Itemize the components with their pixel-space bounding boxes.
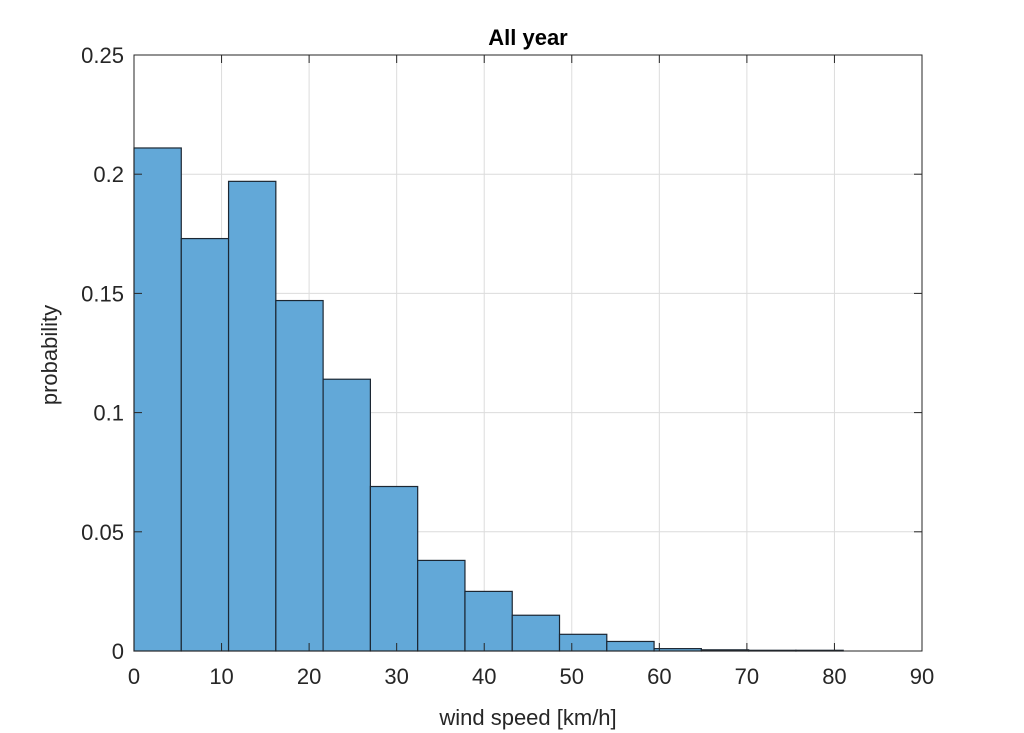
plot-frame <box>133 54 923 652</box>
chart-title: All year <box>488 25 568 50</box>
histogram-bar <box>417 559 466 652</box>
axes <box>133 54 923 652</box>
y-tick-label: 0 <box>112 639 124 664</box>
y-tick-label: 0.1 <box>93 401 124 426</box>
histogram-bar <box>606 640 655 652</box>
histogram-bar <box>464 590 513 652</box>
x-tick-label: 20 <box>297 664 321 689</box>
histogram-bar <box>558 633 608 652</box>
histogram-bar <box>369 485 419 652</box>
x-tick-label: 30 <box>384 664 408 689</box>
y-tick-label: 0.2 <box>93 162 124 187</box>
x-tick-label: 50 <box>560 664 584 689</box>
x-tick-label: 70 <box>735 664 759 689</box>
y-axis-label: probability <box>37 305 62 405</box>
x-tick-label: 60 <box>647 664 671 689</box>
x-tick-label: 10 <box>209 664 233 689</box>
histogram-bar <box>180 237 230 652</box>
histogram-bar <box>227 180 277 652</box>
histogram-bar <box>322 378 371 652</box>
histogram-bar <box>275 299 324 652</box>
x-tick-label: 80 <box>822 664 846 689</box>
tick-labels: 0 10 20 30 40 50 60 70 80 90 0 0.05 0.1 0.15 0.2 0.25 <box>81 43 934 689</box>
histogram-bar <box>133 147 182 652</box>
x-tick-label: 40 <box>472 664 496 689</box>
x-tick-label: 90 <box>910 664 934 689</box>
y-tick-label: 0.25 <box>81 43 124 68</box>
histogram-bar <box>511 614 561 652</box>
x-axis-label: wind speed [km/h] <box>438 705 616 730</box>
bars <box>133 147 844 652</box>
y-tick-label: 0.05 <box>81 520 124 545</box>
y-tick-label: 0.15 <box>81 281 124 306</box>
x-tick-label: 0 <box>128 664 140 689</box>
